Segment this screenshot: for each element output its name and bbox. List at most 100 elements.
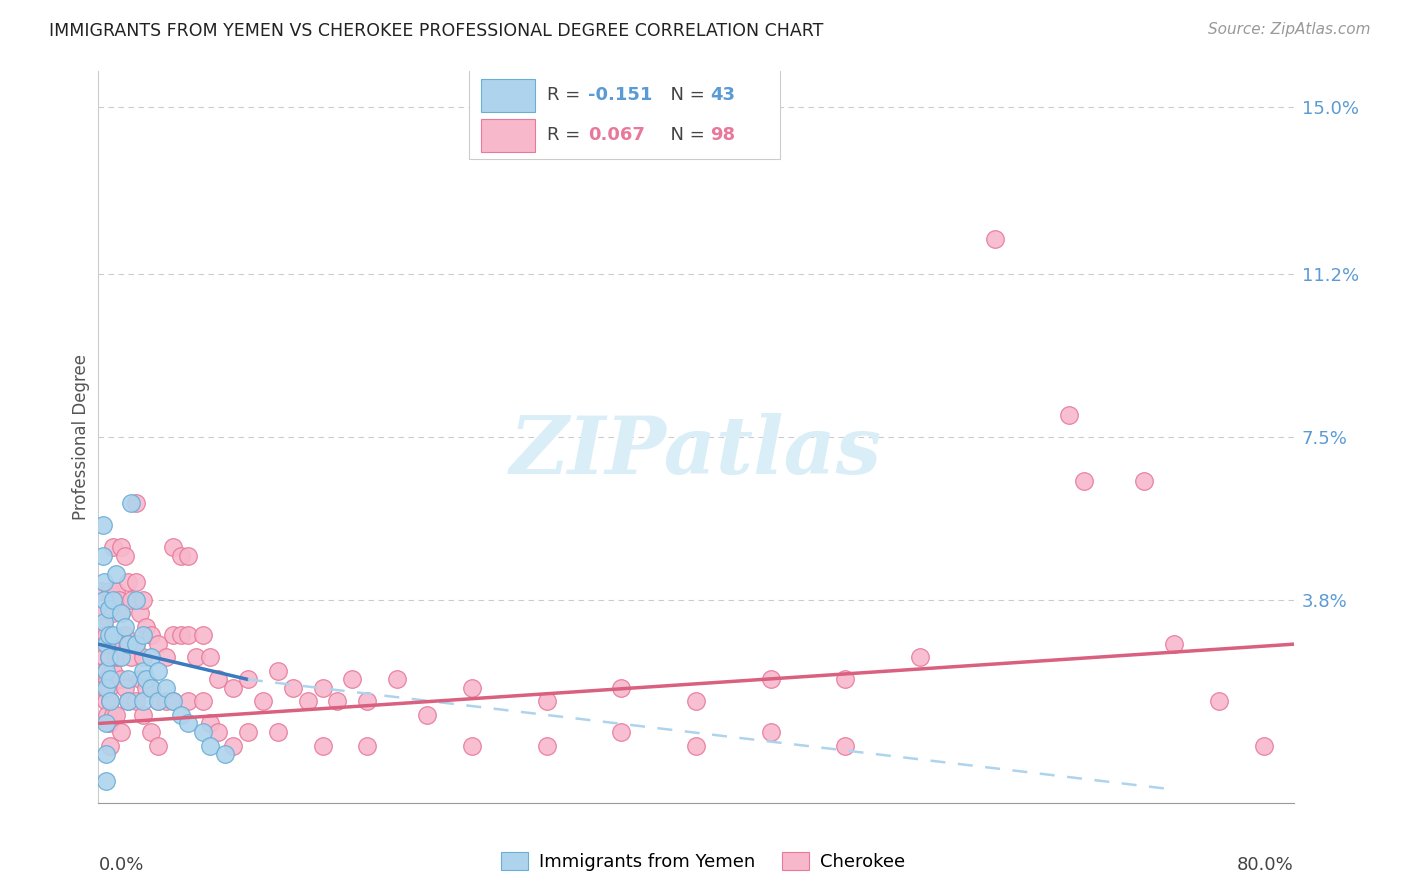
Text: ZIPatlas: ZIPatlas [510,413,882,491]
Point [148,739,170,753]
Point [105,566,128,581]
Point [125,637,148,651]
Point [148,694,170,708]
Point [94,637,117,651]
Point [94,664,117,678]
Point [132,593,155,607]
Point [148,694,170,708]
Point [908,650,931,665]
Point [169,628,191,642]
Point [169,707,191,722]
Point [356,739,378,753]
Point [114,549,136,563]
Point [125,593,148,607]
Point [148,664,170,678]
Text: IMMIGRANTS FROM YEMEN VS CHEROKEE PROFESSIONAL DEGREE CORRELATION CHART: IMMIGRANTS FROM YEMEN VS CHEROKEE PROFES… [49,22,824,40]
Point [120,496,142,510]
Point [93,575,115,590]
Point [135,681,157,696]
Point [184,650,207,665]
Point [1208,694,1230,708]
Point [105,707,128,722]
Point [1253,739,1275,753]
Point [94,694,117,708]
Y-axis label: Professional Degree: Professional Degree [72,354,90,520]
Point [125,694,148,708]
Point [110,607,132,621]
Point [93,681,115,696]
Point [135,619,157,633]
Point [91,637,114,651]
Point [162,694,184,708]
Point [177,694,200,708]
Point [110,650,132,665]
Point [97,650,120,665]
Point [103,593,125,607]
Point [139,681,162,696]
Point [96,673,118,687]
Text: N =: N = [659,86,710,103]
Point [110,540,132,554]
Point [834,739,856,753]
Point [103,607,125,621]
Point [117,575,139,590]
Text: Source: ZipAtlas.com: Source: ZipAtlas.com [1208,22,1371,37]
Point [93,650,115,665]
Point [94,664,117,678]
Point [105,584,128,599]
Point [108,650,131,665]
Point [114,619,136,633]
Point [252,694,274,708]
Point [326,694,349,708]
Point [139,628,162,642]
Point [100,694,122,708]
Point [125,575,148,590]
Text: 98: 98 [710,126,735,144]
Point [90,628,112,642]
Point [267,725,290,739]
Point [120,650,142,665]
Point [1163,637,1185,651]
Text: R =: R = [547,126,585,144]
Point [117,673,139,687]
Point [117,694,139,708]
Point [1059,408,1081,422]
Point [129,673,152,687]
Point [236,673,259,687]
Point [162,694,184,708]
Point [110,673,132,687]
Point [155,681,177,696]
Point [461,681,484,696]
FancyBboxPatch shape [481,78,534,112]
Point [132,694,155,708]
Point [461,739,484,753]
Text: -0.151: -0.151 [589,86,652,103]
Point [91,664,114,678]
Point [385,673,409,687]
Point [125,496,148,510]
Point [311,681,333,696]
Point [139,681,162,696]
Point [139,725,162,739]
Text: 80.0%: 80.0% [1237,855,1294,873]
Point [536,694,558,708]
Point [97,602,120,616]
Point [297,694,319,708]
Point [117,637,139,651]
Point [610,725,633,739]
FancyBboxPatch shape [470,64,780,159]
Point [129,607,152,621]
Point [97,628,120,642]
Point [93,615,115,629]
Point [416,707,439,722]
Point [177,628,200,642]
Point [207,725,229,739]
Point [91,549,114,563]
Point [267,664,290,678]
Point [96,637,118,651]
Point [610,681,633,696]
Point [94,747,117,762]
Point [834,673,856,687]
Point [132,664,155,678]
Point [759,725,782,739]
